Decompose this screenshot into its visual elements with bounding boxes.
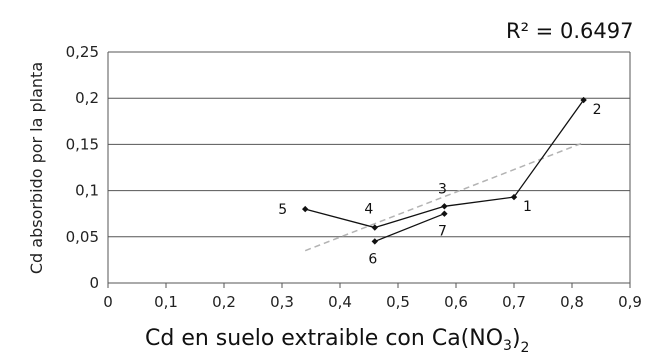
data-point-5 <box>302 205 309 213</box>
point-label-4: 4 <box>364 202 373 218</box>
point-label-6: 6 <box>368 251 377 267</box>
x-axis-label-sub-3: 3 <box>503 338 512 354</box>
data-point-6 <box>371 238 378 245</box>
y-tick-label: 0,05 <box>66 228 99 246</box>
x-tick-label: 0,3 <box>270 293 294 311</box>
point-label-7: 7 <box>438 224 447 240</box>
series-lines <box>305 99 585 243</box>
x-tick-label: 0,4 <box>328 293 352 311</box>
x-tick-label: 0,7 <box>502 293 526 311</box>
y-tick-label: 0,15 <box>66 135 99 153</box>
r-squared-label: R² = 0.6497 <box>506 19 633 43</box>
x-tick-label: 0,2 <box>212 293 236 311</box>
y-tick-labels: 0 0,05 0,1 0,15 0,2 0,25 <box>66 43 99 292</box>
data-point-3 <box>441 203 448 210</box>
x-tick-label: 0,6 <box>444 293 468 311</box>
x-axis-label: Cd en suelo extraible con Ca(NO3)2 <box>145 326 529 354</box>
x-tick-label: 0,1 <box>154 293 178 311</box>
x-tick-label: 0,5 <box>386 293 410 311</box>
point-label-3: 3 <box>438 181 447 197</box>
data-point-2 <box>580 96 587 104</box>
x-axis-label-close: ) <box>512 326 521 351</box>
x-tick-label: 0 <box>103 293 113 311</box>
x-axis-label-sub-2: 2 <box>521 340 530 354</box>
y-tick-label: 0,25 <box>66 43 99 61</box>
data-point-7 <box>441 210 448 217</box>
y-tick-label: 0,2 <box>75 89 99 107</box>
data-point-1 <box>510 193 518 201</box>
point-label-2: 2 <box>593 102 602 118</box>
x-tick-label: 0,9 <box>618 293 642 311</box>
gridlines <box>107 51 631 288</box>
x-tick-labels: 0 0,1 0,2 0,3 0,4 0,5 0,6 0,7 0,8 0,9 <box>103 293 642 311</box>
series-line-1 <box>374 213 445 243</box>
x-axis-label-main: Cd en suelo extraible con Ca(NO <box>145 326 503 351</box>
y-tick-label: 0 <box>89 274 99 292</box>
y-tick-label: 0,1 <box>75 182 99 200</box>
data-points: 5 4 6 3 7 1 2 <box>278 96 602 267</box>
data-point-4 <box>371 224 378 231</box>
point-label-5: 5 <box>278 202 287 218</box>
point-label-1: 1 <box>523 199 532 215</box>
y-axis-label: Cd absorbido por la planta <box>27 62 46 274</box>
x-tick-label: 0,8 <box>560 293 584 311</box>
